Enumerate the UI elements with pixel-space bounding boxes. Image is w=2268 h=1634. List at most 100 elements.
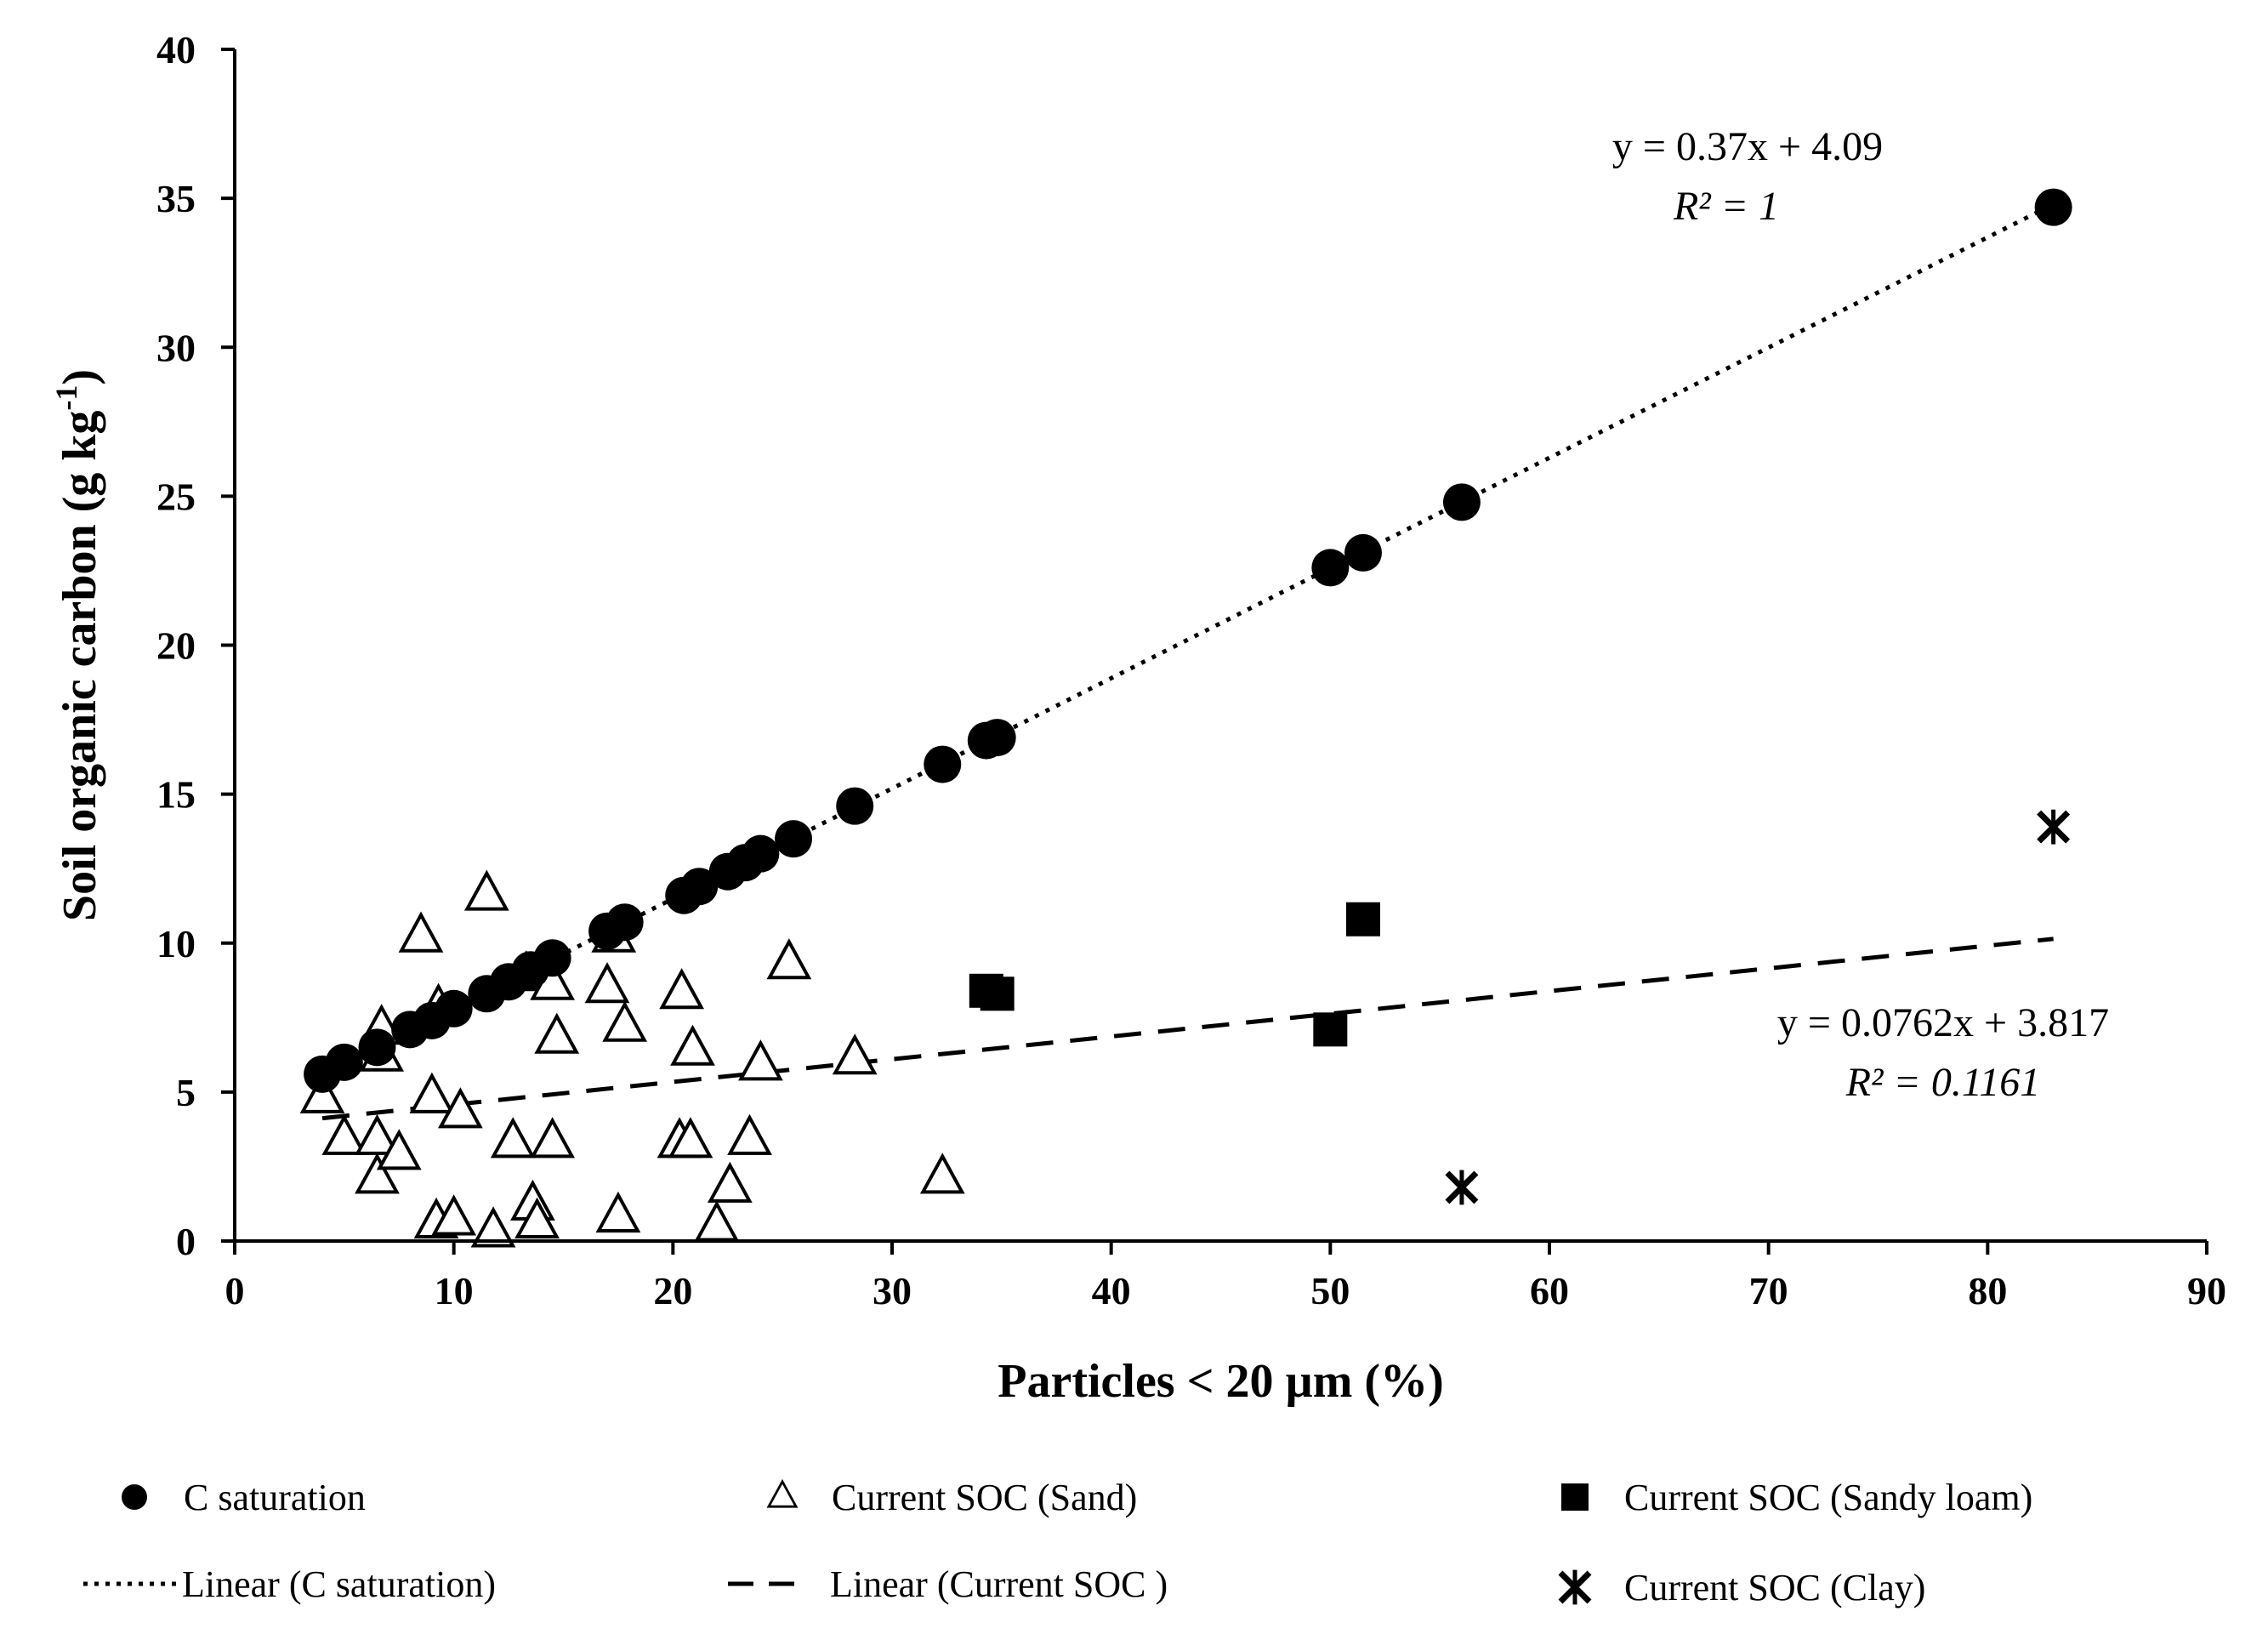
- point-current-soc-sandy-loam: [980, 976, 1015, 1011]
- point-current-soc-sand: [355, 1153, 400, 1194]
- legend-symbol-asterisk: [1558, 1569, 1592, 1605]
- legend-item-current-soc-clay: Current SOC (Clay): [1558, 1567, 1925, 1608]
- point-current-soc-sand: [727, 1113, 772, 1155]
- legend-label: Current SOC (Sand): [832, 1477, 1137, 1518]
- legend-label: Linear (C saturation): [182, 1563, 496, 1605]
- data-points: [299, 188, 2072, 1248]
- point-current-soc-sand: [530, 1117, 575, 1159]
- y-tick-label: 10: [156, 922, 196, 965]
- point-current-soc-sand: [534, 1012, 580, 1054]
- point-current-soc-sand: [832, 1033, 878, 1075]
- point-current-soc-sand: [694, 1200, 740, 1242]
- point-c-saturation: [2034, 188, 2072, 226]
- legend-item-current-soc-sandy-loam: Current SOC (Sandy loam): [1561, 1477, 2032, 1518]
- trendline-c-saturation: [321, 202, 2055, 1078]
- legend-item-current-soc-sand: Current SOC (Sand): [766, 1477, 1137, 1518]
- point-current-soc-sand: [470, 1206, 516, 1248]
- point-c-saturation: [435, 989, 473, 1028]
- point-current-soc-sand: [670, 1024, 715, 1066]
- y-tick-label: 25: [156, 475, 196, 518]
- point-current-soc-clay: [2037, 809, 2071, 845]
- point-current-soc-sand: [431, 1194, 477, 1236]
- point-current-soc-sand: [438, 1087, 483, 1129]
- y-tick-label: 0: [176, 1220, 196, 1263]
- y-tick-label: 5: [176, 1071, 196, 1114]
- x-tick-label: 80: [1968, 1269, 2007, 1312]
- y-tick-label: 30: [156, 326, 196, 369]
- y-tick-label: 15: [156, 773, 196, 817]
- point-current-soc-sand: [738, 1039, 783, 1081]
- point-c-saturation: [325, 1043, 363, 1081]
- trendline-current-soc: [321, 937, 2054, 1121]
- point-current-soc-sand: [463, 869, 509, 911]
- point-c-saturation: [775, 820, 813, 858]
- point-c-saturation: [1442, 483, 1481, 521]
- point-current-soc-sand: [299, 1072, 345, 1113]
- x-tick-label: 90: [2187, 1269, 2226, 1312]
- y-tick-label: 20: [156, 624, 196, 668]
- trendline-r2-c-saturation: R² = 1: [1673, 184, 1779, 229]
- x-tick-label: 60: [1530, 1269, 1569, 1312]
- x-tick-label: 30: [873, 1269, 912, 1312]
- trendline-r2-current-soc: R² = 0.1161: [1845, 1060, 2041, 1105]
- point-c-saturation: [836, 787, 874, 825]
- point-current-soc-sand: [355, 1113, 400, 1155]
- trendlines: [321, 202, 2055, 1121]
- point-current-soc-sand: [376, 1129, 422, 1170]
- point-current-soc-sand: [602, 1000, 648, 1042]
- y-axis-title-superscript: -1: [49, 385, 83, 411]
- point-current-soc-sand: [584, 962, 630, 1004]
- x-tick-label: 0: [225, 1269, 245, 1312]
- y-axis-title-main: Soil organic carbon (g kg: [54, 411, 106, 921]
- legend-label: C saturation: [184, 1477, 366, 1518]
- point-current-soc-sand: [668, 1117, 713, 1159]
- legend-label: Linear (Current SOC ): [830, 1563, 1168, 1605]
- point-c-saturation: [978, 719, 1016, 757]
- point-c-saturation: [924, 745, 962, 783]
- point-c-saturation: [605, 903, 644, 942]
- y-axis-title: Soil organic carbon (g kg-1): [49, 369, 106, 921]
- x-tick-label: 70: [1749, 1269, 1788, 1312]
- y-tick-label: 40: [156, 28, 196, 71]
- point-c-saturation: [742, 834, 780, 873]
- legend: C saturation Current SOC (Sand) Current SO…: [83, 1477, 2032, 1608]
- point-current-soc-sand: [595, 1191, 641, 1233]
- axes: 0 10 20 30 40 50 60 70 80 90 0 5 10 15 20 25 30 35 40: [156, 28, 2226, 1312]
- legend-item-linear-current-soc: Linear (Current SOC ): [728, 1563, 1168, 1605]
- point-c-saturation: [533, 939, 571, 977]
- point-current-soc-sand: [707, 1161, 753, 1203]
- point-current-soc-sand: [398, 911, 444, 953]
- point-current-soc-sand: [659, 968, 705, 1010]
- point-current-soc-sand: [321, 1113, 367, 1155]
- point-current-soc-sand: [766, 938, 812, 980]
- point-current-soc-sandy-loam: [1313, 1012, 1348, 1047]
- legend-label: Current SOC (Sandy loam): [1624, 1477, 2032, 1518]
- trendline-equation-current-soc: y = 0.0762x + 3.817: [1777, 1000, 2109, 1045]
- y-axis-title-close: ): [54, 369, 106, 385]
- point-c-saturation: [1311, 549, 1350, 587]
- trendline-equation-c-saturation: y = 0.37x + 4.09: [1612, 124, 1883, 169]
- x-tick-label: 50: [1310, 1269, 1350, 1312]
- x-tick-label: 40: [1092, 1269, 1131, 1312]
- point-c-saturation: [680, 868, 719, 906]
- point-current-soc-sand: [919, 1153, 965, 1194]
- point-current-soc-sand: [409, 1072, 455, 1113]
- x-tick-label: 20: [653, 1269, 692, 1312]
- legend-symbol-square: [1561, 1483, 1589, 1511]
- y-tick-label: 35: [156, 177, 196, 220]
- point-current-soc-clay: [1445, 1170, 1479, 1205]
- x-axis-title: Particles < 20 µm (%): [998, 1355, 1443, 1408]
- point-c-saturation: [1344, 533, 1382, 572]
- legend-symbol-triangle: [766, 1478, 799, 1508]
- point-current-soc-sandy-loam: [1345, 902, 1380, 937]
- point-c-saturation: [358, 1028, 396, 1067]
- x-tick-label: 10: [435, 1269, 474, 1312]
- legend-item-c-saturation: C saturation: [122, 1477, 366, 1518]
- point-current-soc-sand: [490, 1117, 536, 1159]
- legend-item-linear-c-saturation: Linear (C saturation): [83, 1563, 496, 1605]
- legend-symbol-circle: [122, 1484, 147, 1510]
- legend-label: Current SOC (Clay): [1624, 1567, 1925, 1608]
- point-current-soc-sand: [514, 1197, 560, 1238]
